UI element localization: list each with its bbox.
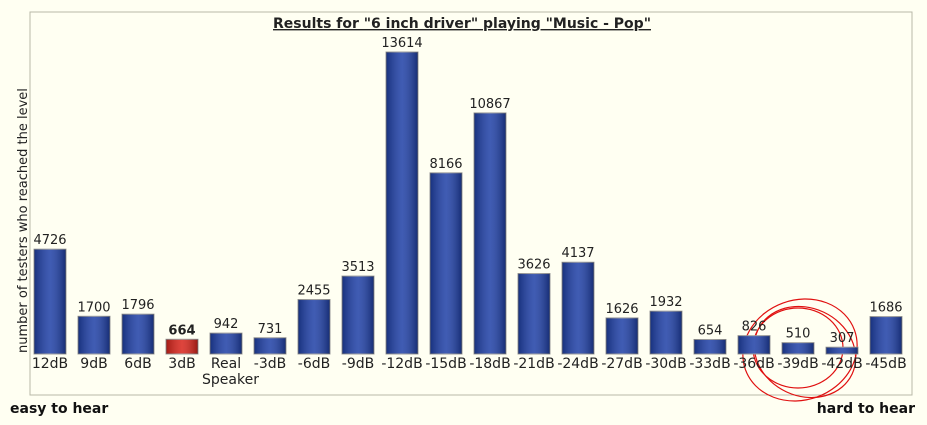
bar xyxy=(165,338,199,355)
value-label: 1700 xyxy=(77,300,110,315)
x-tick-label: -42dB xyxy=(821,356,863,372)
value-label: 3626 xyxy=(517,258,550,273)
x-tick-label: 9dB xyxy=(80,356,108,372)
value-label: 4137 xyxy=(561,246,594,261)
right-note: hard to hear xyxy=(816,401,915,417)
x-tick-label: -18dB xyxy=(469,356,511,372)
bar xyxy=(825,346,859,355)
value-label: 942 xyxy=(214,317,239,332)
value-label: 1686 xyxy=(869,301,902,316)
value-label: 307 xyxy=(830,331,855,346)
bar xyxy=(121,313,155,355)
bar xyxy=(209,332,243,355)
chart-title: Results for "6 inch driver" playing "Mus… xyxy=(273,16,651,32)
x-tick-label: -12dB xyxy=(381,356,423,372)
value-label: 826 xyxy=(742,320,767,335)
x-tick-label: 6dB xyxy=(124,356,152,372)
bar xyxy=(253,337,287,355)
x-tick-label: -33dB xyxy=(689,356,731,372)
bar xyxy=(297,299,331,355)
bar xyxy=(605,317,639,355)
value-label: 3513 xyxy=(341,260,374,275)
x-tick-label: -24dB xyxy=(557,356,599,372)
bar xyxy=(517,273,551,355)
bar xyxy=(649,310,683,355)
value-label: 2455 xyxy=(297,284,330,299)
x-tick-label: -21dB xyxy=(513,356,555,372)
value-label: 510 xyxy=(786,327,811,342)
value-label: 13614 xyxy=(381,36,422,51)
bar xyxy=(429,172,463,355)
x-tick-label: -9dB xyxy=(341,356,375,372)
x-tick-label: -3dB xyxy=(253,356,287,372)
value-label: 4726 xyxy=(33,233,66,248)
value-label: 1932 xyxy=(649,295,682,310)
x-tick-label: -30dB xyxy=(645,356,687,372)
x-tick-label: -6dB xyxy=(297,356,331,372)
left-note: easy to hear xyxy=(10,401,109,417)
x-tick-label: 3dB xyxy=(168,356,196,372)
bar xyxy=(869,316,903,355)
value-label: 731 xyxy=(258,322,283,337)
bar xyxy=(561,261,595,355)
value-label: 8166 xyxy=(429,157,462,172)
value-label: 654 xyxy=(698,323,723,338)
x-tick-label: Real Speaker xyxy=(202,356,259,388)
x-tick-label: -36dB xyxy=(733,356,775,372)
bar xyxy=(33,248,67,355)
bar xyxy=(737,335,771,355)
x-tick-label: -15dB xyxy=(425,356,467,372)
x-tick-label: -39dB xyxy=(777,356,819,372)
bar xyxy=(693,338,727,355)
value-label: 10867 xyxy=(469,97,510,112)
x-tick-label: -45dB xyxy=(865,356,907,372)
value-label: 1796 xyxy=(121,298,154,313)
x-tick-label: 12dB xyxy=(31,356,69,372)
bar xyxy=(473,112,507,355)
bar xyxy=(781,342,815,355)
value-label: 664 xyxy=(168,323,195,338)
y-axis-label: number of testers who reached the level xyxy=(16,88,31,353)
bar xyxy=(77,315,111,355)
bar xyxy=(385,51,419,355)
plot-frame xyxy=(29,11,913,396)
x-tick-label: -27dB xyxy=(601,356,643,372)
bar xyxy=(341,275,375,355)
value-label: 1626 xyxy=(605,302,638,317)
